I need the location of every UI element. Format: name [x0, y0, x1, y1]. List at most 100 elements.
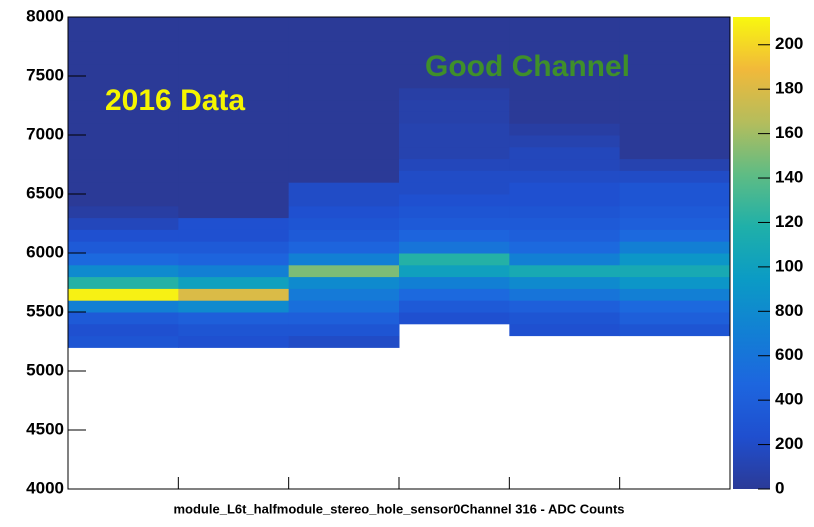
cell: [619, 182, 731, 195]
cell: [68, 135, 179, 148]
cell: [288, 99, 400, 112]
cell: [178, 335, 290, 348]
cell: [68, 111, 179, 124]
cell: [68, 194, 179, 207]
cell: [619, 123, 731, 136]
z-tick-label: 100: [775, 256, 803, 275]
cell: [619, 241, 731, 254]
cell: [288, 288, 400, 301]
y-tick-label: 6000: [26, 242, 64, 261]
cell: [178, 217, 290, 230]
cell: [178, 241, 290, 254]
cell: [619, 253, 731, 266]
cell: [288, 217, 400, 230]
cell: [509, 194, 621, 207]
cell: [68, 264, 179, 278]
cell: [288, 135, 400, 148]
cell: [619, 170, 731, 183]
cell: [619, 276, 731, 289]
cell: [509, 52, 621, 65]
cell: [68, 182, 179, 195]
cell: [509, 241, 621, 254]
cell: [288, 146, 400, 160]
cell: [619, 52, 731, 65]
cell: [178, 99, 290, 112]
cell: [288, 40, 400, 53]
cell: [399, 217, 510, 230]
cell: [178, 135, 290, 148]
cell: [68, 323, 179, 337]
cell: [619, 135, 731, 148]
cell: [288, 229, 400, 242]
cell: [68, 123, 179, 136]
cell: [288, 312, 400, 325]
z-tick-label: 600: [775, 345, 803, 364]
cell: [399, 182, 510, 195]
cell: [178, 111, 290, 124]
cell: [178, 182, 290, 195]
cell: [619, 312, 731, 325]
cell: [288, 335, 400, 348]
cell: [178, 205, 290, 219]
y-tick-label: 7000: [26, 124, 64, 143]
cell: [509, 111, 621, 124]
cell: [288, 76, 400, 89]
cell: [509, 205, 621, 219]
cell: [619, 217, 731, 230]
cell: [399, 111, 510, 124]
cell: [619, 194, 731, 207]
cell: [509, 87, 621, 101]
z-tick-label: 120: [775, 212, 803, 231]
cell: [399, 241, 510, 254]
cell: [619, 17, 731, 30]
cell: [288, 28, 400, 42]
cell: [178, 276, 290, 289]
cell: [288, 205, 400, 219]
cell: [509, 323, 621, 337]
cell: [399, 64, 510, 77]
cell: [178, 170, 290, 183]
cell: [178, 64, 290, 77]
cell: [619, 264, 731, 278]
y-tick-label: 7500: [26, 65, 64, 84]
cell: [619, 28, 731, 42]
cell: [178, 229, 290, 242]
y-tick-label: 5500: [26, 301, 64, 320]
cell: [68, 241, 179, 254]
cell: [178, 194, 290, 207]
cell: [399, 253, 510, 266]
cell: [68, 76, 179, 89]
cell: [619, 300, 731, 313]
cell: [288, 253, 400, 266]
cell: [68, 158, 179, 171]
cell: [178, 28, 290, 42]
cell: [509, 99, 621, 112]
cell: [68, 99, 179, 112]
annotation: 2016 Data: [105, 84, 245, 117]
cell: [288, 300, 400, 313]
cell: [399, 135, 510, 148]
y-tick-label: 8000: [26, 6, 64, 25]
cell: [178, 158, 290, 171]
cell: [288, 52, 400, 65]
cell: [68, 312, 179, 325]
cell: [399, 288, 510, 301]
cell: [288, 158, 400, 171]
cell: [68, 253, 179, 266]
cell: [509, 28, 621, 42]
cell: [509, 40, 621, 53]
cell: [509, 253, 621, 266]
cell: [288, 170, 400, 183]
cell: [619, 229, 731, 242]
z-tick-label: 400: [775, 390, 803, 409]
cell: [178, 17, 290, 30]
cell: [509, 276, 621, 289]
cell: [178, 76, 290, 89]
cell: [68, 146, 179, 160]
cell: [509, 76, 621, 89]
cell: [178, 288, 290, 301]
cell: [509, 312, 621, 325]
cell: [68, 217, 179, 230]
cell: [509, 135, 621, 148]
